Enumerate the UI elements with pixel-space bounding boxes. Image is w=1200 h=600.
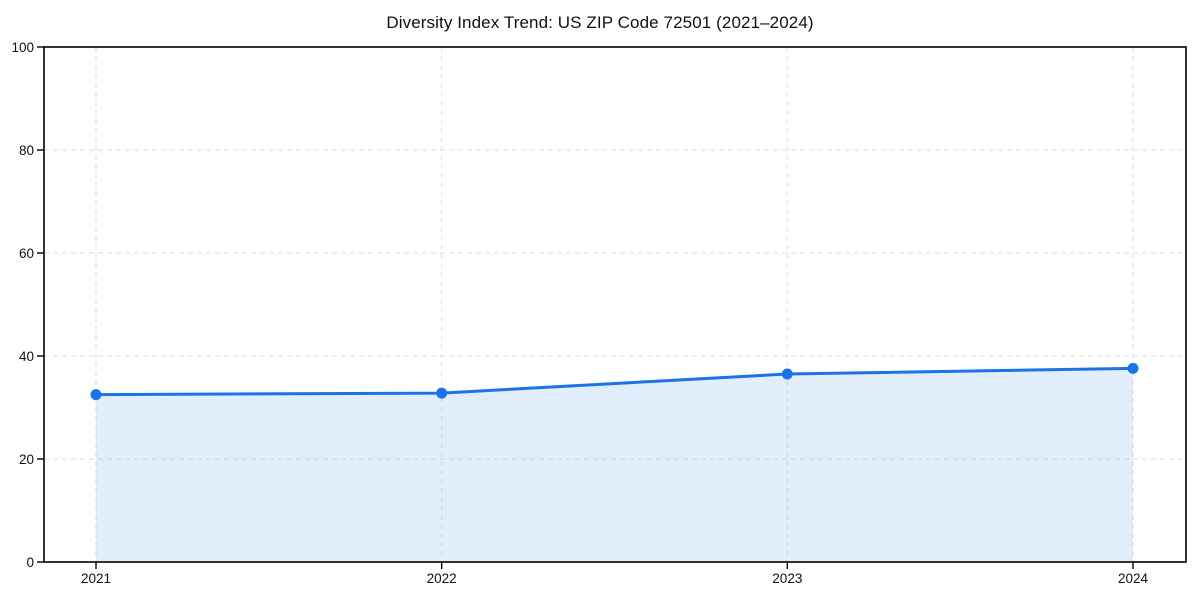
x-tick-label: 2021 xyxy=(81,571,111,586)
chart-title: Diversity Index Trend: US ZIP Code 72501… xyxy=(386,13,814,32)
y-tick-label: 20 xyxy=(19,452,34,467)
x-tick-label: 2023 xyxy=(772,571,802,586)
data-point-2024 xyxy=(1127,362,1139,374)
x-tick-label: 2024 xyxy=(1118,571,1149,586)
plot-border xyxy=(43,46,1187,563)
y-tick-label: 40 xyxy=(19,349,34,364)
y-tick-label: 0 xyxy=(26,555,34,570)
x-tick-label: 2022 xyxy=(427,571,457,586)
trend-line xyxy=(94,366,1135,397)
area-fill xyxy=(96,368,1133,562)
data-point-2023 xyxy=(781,368,793,380)
y-tick-label: 100 xyxy=(11,40,34,55)
y-tick-label: 80 xyxy=(19,143,34,158)
y-tick-label: 60 xyxy=(19,246,34,261)
data-point-2021 xyxy=(90,389,102,401)
data-point-2022 xyxy=(436,387,448,399)
